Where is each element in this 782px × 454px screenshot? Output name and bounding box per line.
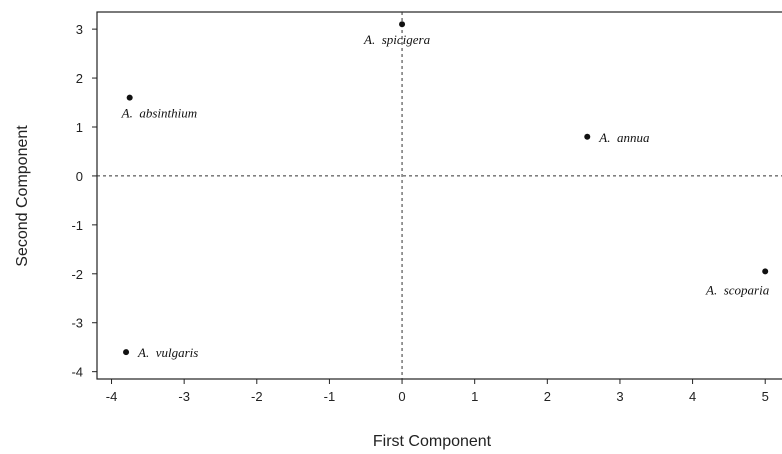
x-tick-label: -1 (324, 389, 336, 404)
point-label: A. absinthium (121, 106, 197, 121)
x-tick-label: 0 (398, 389, 405, 404)
x-tick-label: 1 (471, 389, 478, 404)
point-label: A. annua (598, 130, 650, 145)
x-tick-label: -2 (251, 389, 263, 404)
x-tick-label: -3 (178, 389, 190, 404)
x-axis-ticks: -4 -3 -2 -1 0 1 2 3 4 5 (106, 379, 769, 404)
y-tick-label: -4 (71, 365, 83, 380)
data-point (123, 349, 130, 356)
plot-frame (96, 11, 782, 380)
data-points: A. spicigera A. absinthium A. annua A. scop… (121, 21, 770, 360)
point-label: A. scoparia (705, 282, 770, 297)
x-tick-label: 2 (544, 389, 551, 404)
y-tick-label: -1 (71, 218, 83, 233)
y-tick-label: 3 (76, 22, 83, 37)
data-point (762, 268, 769, 275)
data-point (399, 21, 406, 28)
point-label: A. spicigera (363, 32, 431, 47)
y-tick-label: -3 (71, 316, 83, 331)
x-tick-label: 4 (689, 389, 696, 404)
y-axis-ticks: 3 2 1 0 -1 -2 -3 -4 (71, 22, 97, 380)
y-tick-label: 1 (76, 120, 83, 135)
x-axis-title: First Component (373, 433, 492, 450)
x-tick-label: -4 (106, 389, 118, 404)
x-tick-label: 3 (616, 389, 623, 404)
y-tick-label: 0 (76, 169, 83, 184)
point-label: A. vulgaris (137, 345, 198, 360)
data-point (126, 94, 133, 101)
y-tick-label: -2 (71, 267, 83, 282)
x-tick-label: 5 (762, 389, 769, 404)
data-point (584, 133, 591, 140)
y-tick-label: 2 (76, 71, 83, 86)
y-axis-title: Second Component (14, 125, 31, 267)
